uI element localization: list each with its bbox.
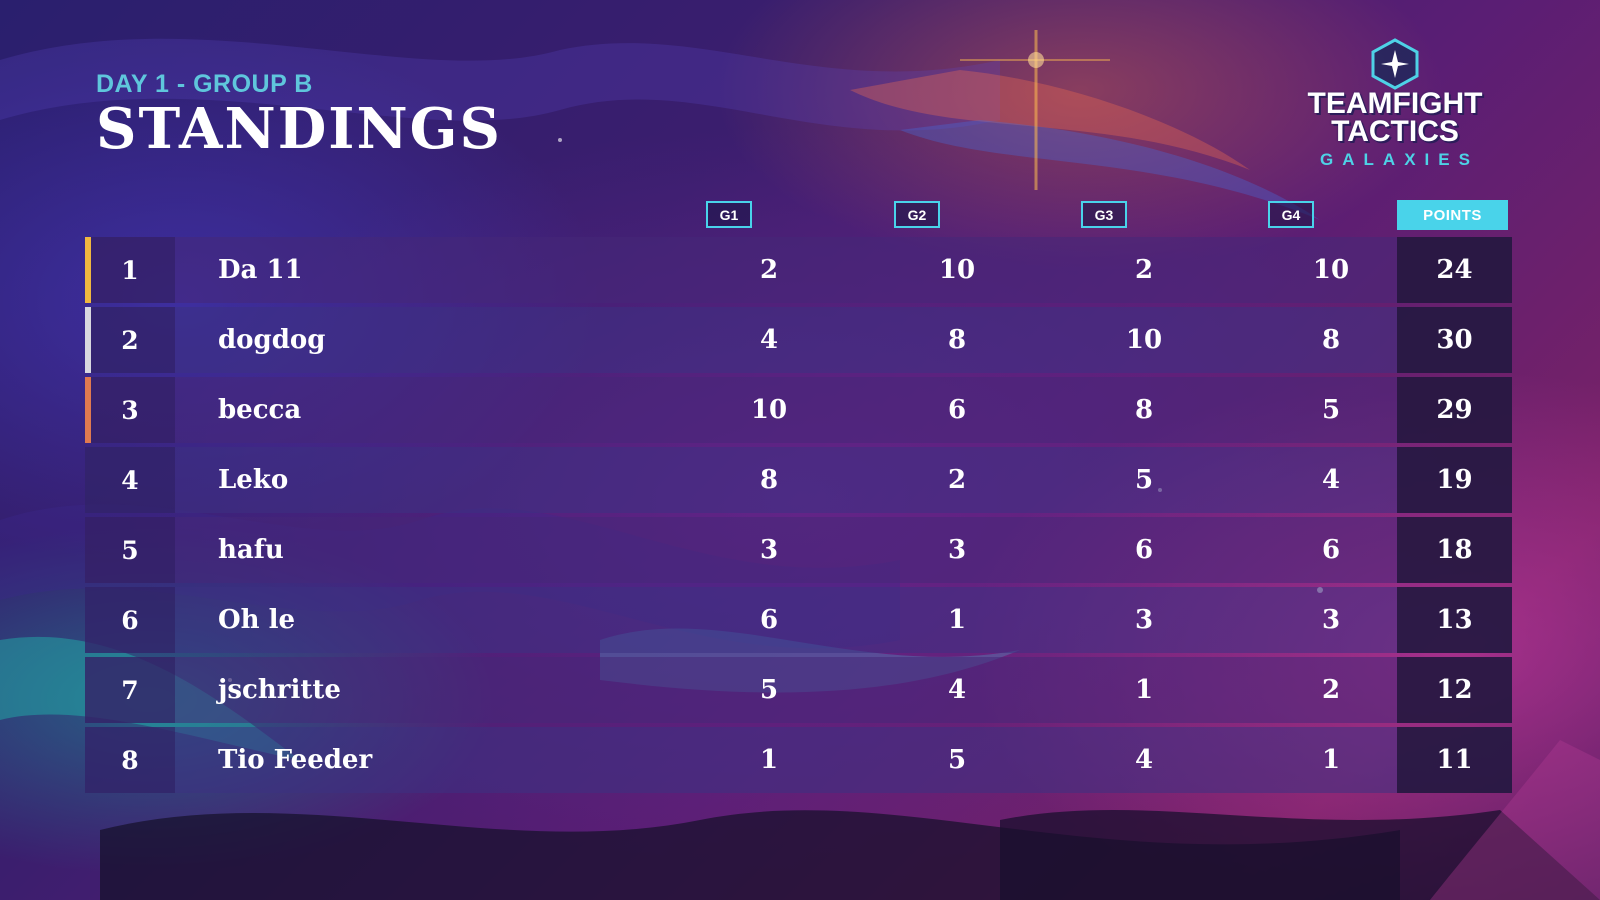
g1-cell: 10 bbox=[750, 395, 788, 425]
g4-cell: 2 bbox=[1321, 675, 1341, 705]
points-cell: 24 bbox=[1397, 237, 1512, 303]
rank-cell: 7 bbox=[85, 657, 175, 723]
rank-cell: 1 bbox=[85, 237, 175, 303]
g2-cell: 5 bbox=[947, 745, 967, 775]
star-emblem-icon bbox=[1371, 38, 1419, 90]
rank-cell: 3 bbox=[85, 377, 175, 443]
table-row: 7 jschritte 5 4 1 2 12 bbox=[85, 657, 1512, 723]
points-cell: 19 bbox=[1397, 447, 1512, 513]
g1-cell: 4 bbox=[759, 325, 779, 355]
rank-cell: 5 bbox=[85, 517, 175, 583]
player-name: Oh le bbox=[218, 605, 296, 635]
g3-cell: 4 bbox=[1134, 745, 1154, 775]
g1-cell: 1 bbox=[759, 745, 779, 775]
table-row: 1 Da 11 2 10 2 10 24 bbox=[85, 237, 1512, 303]
player-name: Tio Feeder bbox=[218, 745, 373, 775]
points-cell: 11 bbox=[1397, 727, 1512, 793]
g4-cell: 1 bbox=[1321, 745, 1341, 775]
table-row: 5 hafu 3 3 6 6 18 bbox=[85, 517, 1512, 583]
rank-cell: 4 bbox=[85, 447, 175, 513]
table-row: 3 becca 10 6 8 5 29 bbox=[85, 377, 1512, 443]
g4-cell: 10 bbox=[1312, 255, 1350, 285]
rank-accent-bronze bbox=[85, 377, 91, 443]
page-subtitle: DAY 1 - GROUP B bbox=[96, 70, 313, 98]
column-header-g4: G4 bbox=[1268, 201, 1314, 228]
column-header-g2: G2 bbox=[894, 201, 940, 228]
player-name: jschritte bbox=[218, 675, 341, 705]
g3-cell: 10 bbox=[1125, 325, 1163, 355]
g4-cell: 6 bbox=[1321, 535, 1341, 565]
g1-cell: 6 bbox=[759, 605, 779, 635]
g2-cell: 1 bbox=[947, 605, 967, 635]
player-name: dogdog bbox=[218, 325, 326, 355]
logo-text-galaxies: GALAXIES bbox=[1320, 150, 1479, 169]
player-name: Leko bbox=[218, 465, 289, 495]
table-row: 2 dogdog 4 8 10 8 30 bbox=[85, 307, 1512, 373]
g4-cell: 8 bbox=[1321, 325, 1341, 355]
g2-cell: 2 bbox=[947, 465, 967, 495]
points-cell: 29 bbox=[1397, 377, 1512, 443]
player-name: Da 11 bbox=[218, 255, 303, 285]
player-name: becca bbox=[218, 395, 302, 425]
player-name: hafu bbox=[218, 535, 284, 565]
g3-cell: 1 bbox=[1134, 675, 1154, 705]
table-row: 8 Tio Feeder 1 5 4 1 11 bbox=[85, 727, 1512, 793]
g4-cell: 4 bbox=[1321, 465, 1341, 495]
g3-cell: 5 bbox=[1134, 465, 1154, 495]
g3-cell: 6 bbox=[1134, 535, 1154, 565]
rank-cell: 8 bbox=[85, 727, 175, 793]
g2-cell: 8 bbox=[947, 325, 967, 355]
g2-cell: 6 bbox=[947, 395, 967, 425]
column-header-g3: G3 bbox=[1081, 201, 1127, 228]
page-title: STANDINGS bbox=[96, 96, 502, 162]
points-cell: 18 bbox=[1397, 517, 1512, 583]
g3-cell: 3 bbox=[1134, 605, 1154, 635]
points-cell: 13 bbox=[1397, 587, 1512, 653]
table-row: 6 Oh le 6 1 3 3 13 bbox=[85, 587, 1512, 653]
logo-text-teamfight: TEAMFIGHT bbox=[1307, 87, 1483, 120]
standings-table: 1 Da 11 2 10 2 10 24 2 dogdog 4 8 10 8 3… bbox=[85, 237, 1512, 797]
g3-cell: 2 bbox=[1134, 255, 1154, 285]
table-row: 4 Leko 8 2 5 4 19 bbox=[85, 447, 1512, 513]
g3-cell: 8 bbox=[1134, 395, 1154, 425]
points-cell: 30 bbox=[1397, 307, 1512, 373]
column-header-g1: G1 bbox=[706, 201, 752, 228]
g1-cell: 8 bbox=[759, 465, 779, 495]
g2-cell: 3 bbox=[947, 535, 967, 565]
tft-galaxies-logo: TEAMFIGHT TACTICS GALAXIES bbox=[1290, 38, 1500, 170]
points-cell: 12 bbox=[1397, 657, 1512, 723]
g1-cell: 3 bbox=[759, 535, 779, 565]
g2-cell: 10 bbox=[938, 255, 976, 285]
rank-accent-silver bbox=[85, 307, 91, 373]
rank-cell: 6 bbox=[85, 587, 175, 653]
g1-cell: 5 bbox=[759, 675, 779, 705]
g4-cell: 3 bbox=[1321, 605, 1341, 635]
g2-cell: 4 bbox=[947, 675, 967, 705]
logo-text-tactics: TACTICS bbox=[1331, 115, 1459, 148]
column-header-points: POINTS bbox=[1397, 200, 1508, 230]
header: DAY 1 - GROUP B STANDINGS bbox=[96, 70, 502, 162]
g1-cell: 2 bbox=[759, 255, 779, 285]
g4-cell: 5 bbox=[1321, 395, 1341, 425]
rank-cell: 2 bbox=[85, 307, 175, 373]
rank-accent-gold bbox=[85, 237, 91, 303]
